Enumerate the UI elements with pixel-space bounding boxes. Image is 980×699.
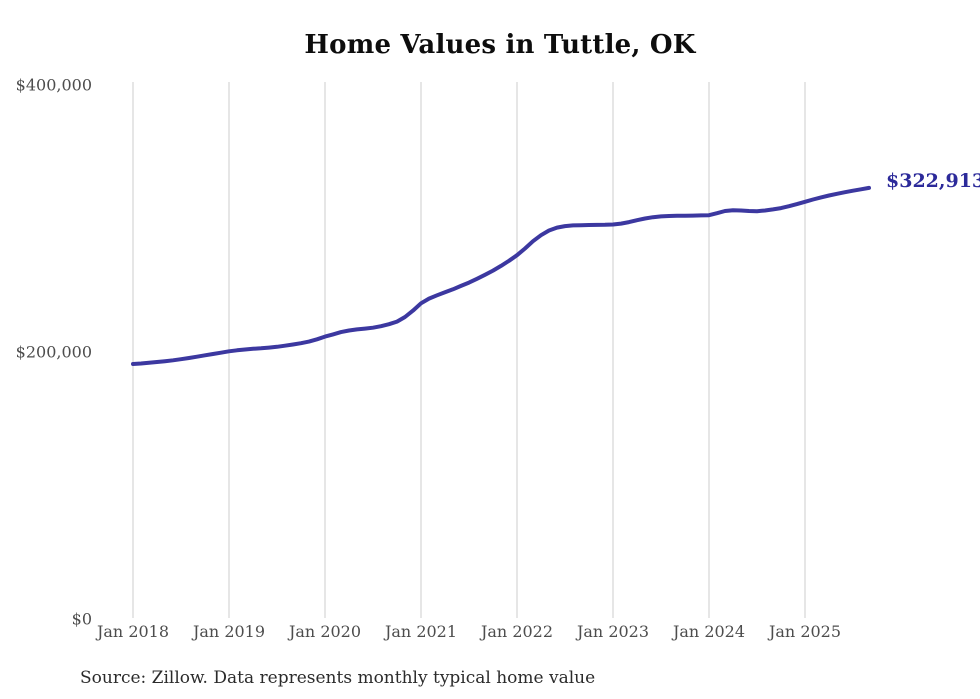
y-axis-tick-label: $0 bbox=[71, 609, 92, 629]
x-axis-tick-label: Jan 2024 bbox=[672, 622, 746, 641]
source-note: Source: Zillow. Data represents monthly … bbox=[80, 668, 596, 688]
chart-title: Home Values in Tuttle, OK bbox=[304, 30, 696, 60]
x-axis-tick-label: Jan 2019 bbox=[192, 622, 266, 641]
x-axis-tick-label: Jan 2022 bbox=[480, 622, 554, 641]
x-axis-tick-label: Jan 2020 bbox=[288, 622, 362, 641]
x-axis-tick-label: Jan 2025 bbox=[768, 622, 842, 641]
x-axis-tick-label: Jan 2023 bbox=[576, 622, 650, 641]
x-axis-tick-label: Jan 2018 bbox=[96, 622, 170, 641]
home-value-line bbox=[131, 185, 871, 366]
y-axis-tick-label: $400,000 bbox=[15, 75, 92, 95]
y-axis-tick-label: $200,000 bbox=[15, 342, 92, 362]
line-end-value-label: $322,913 bbox=[886, 170, 980, 192]
x-axis-tick-label: Jan 2021 bbox=[384, 622, 458, 641]
